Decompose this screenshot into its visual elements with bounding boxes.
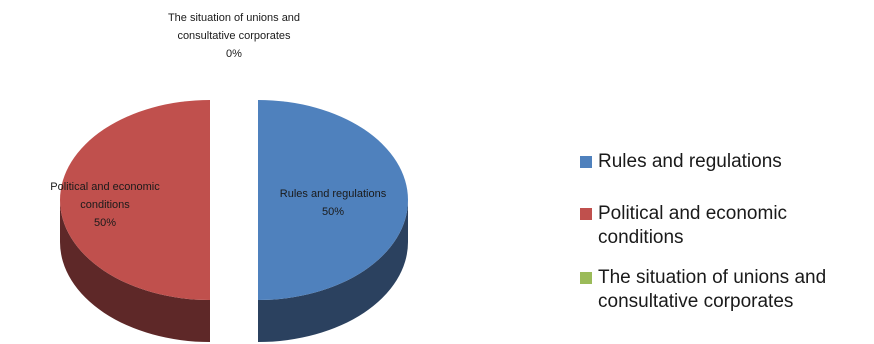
slice-label-political: Political and economic conditions 50% [50,181,160,229]
legend-item: The situation of unions and consultative … [580,266,870,314]
legend-item: Political and economic conditions [580,202,870,250]
slice-label-unions: The situation of unions and consultative … [168,12,300,60]
legend-label: Rules and regulations [598,151,782,172]
pie-slice-rules [258,100,408,300]
legend-label: The situation of unions and consultative … [598,267,827,312]
pie-slice-political [60,100,210,300]
legend-swatch [580,272,592,284]
legend-item: Rules and regulations [580,150,870,174]
pie-slice-side-political [60,200,210,342]
legend-swatch [580,156,592,168]
legend-swatch [580,208,592,220]
pie-slice-side-rules [258,200,408,342]
legend-label: Political and economic conditions [598,203,788,248]
slice-label-rules: Rules and regulations 50% [280,188,387,218]
